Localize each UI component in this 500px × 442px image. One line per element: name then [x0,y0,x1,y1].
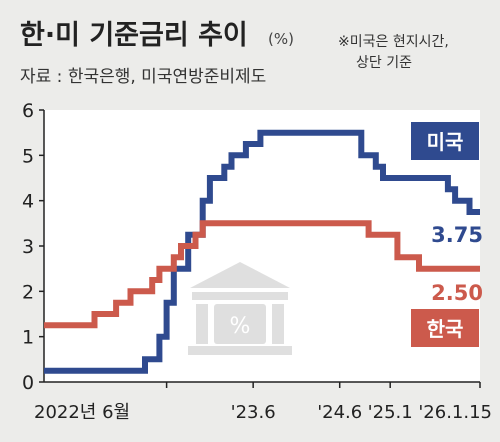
legend-kr: 한국 [411,309,479,347]
y-tick-label: 4 [22,191,34,213]
chart-source: 자료 : 한국은행, 미국연방준비제도 [20,67,266,87]
svg-text:%: % [230,314,251,339]
y-tick-label: 2 [22,281,34,303]
x-tick-label: '26.1.15 [418,402,492,423]
y-tick-label: 3 [22,236,34,258]
y-ticks: 0 1 2 3 4 5 6 [22,100,44,394]
kr-rate-line [44,220,480,329]
y-tick-label: 5 [22,145,34,167]
kr-end-value-label: 2.50 [431,281,483,305]
x-ticks: 2022년 6월 '23.6 '24.6 '25.1'26.1.15 [34,382,492,423]
legend-us-label: 미국 [427,130,464,154]
legend-us: 미국 [411,122,479,160]
x-tick-label: '23.6 [231,402,276,423]
chart-note-line-1: ※미국은 현지시간, [338,34,449,50]
legend-us-badge [411,122,479,160]
y-tick-label: 0 [22,372,34,394]
plot-area [44,110,480,382]
series-layer [44,129,480,374]
us-rate-line [44,129,480,374]
x-tick-label: '25.1 [368,402,413,423]
us-end-value-label: 3.75 [431,223,483,247]
bank-watermark-icon: % [188,262,292,355]
chart-unit: (%) [268,30,294,48]
x-tick-label: 2022년 6월 [34,402,130,423]
chart-title: 한·미 기준금리 추이 [20,20,248,51]
x-tick-label: '24.6 [317,402,362,423]
legend-kr-badge [411,309,479,347]
chart-note-line-2: 상단 기준 [356,55,412,71]
y-tick-label: 1 [22,327,34,349]
y-tick-label: 6 [22,100,34,122]
legend-kr-label: 한국 [427,317,464,341]
